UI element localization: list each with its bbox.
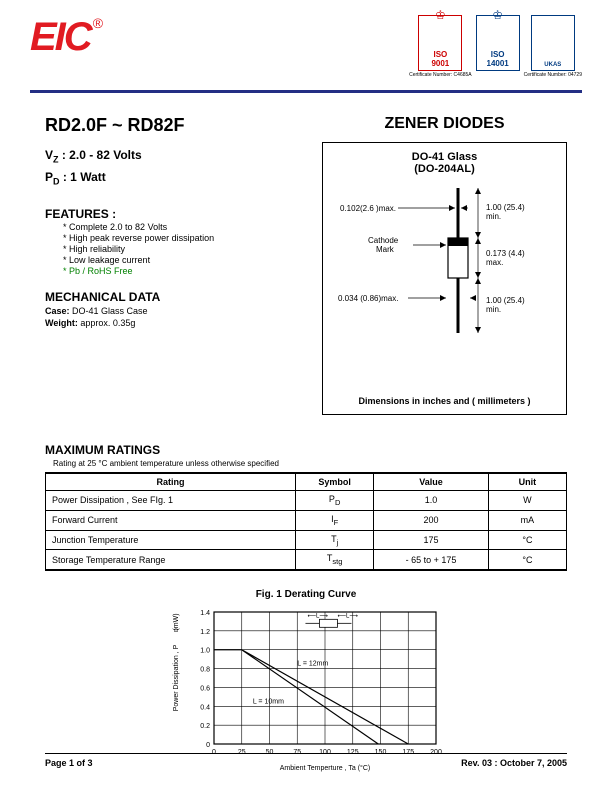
package-subtitle: (DO-204AL) [331, 163, 558, 175]
svg-text:⟵L⟶: ⟵L⟶ [337, 614, 358, 620]
product-type-title: ZENER DIODES [322, 115, 567, 133]
crown-icon: ♔ [492, 8, 503, 22]
package-title: DO-41 Glass [331, 151, 558, 163]
cert-num: 9001 [431, 59, 449, 68]
title-row: RD2.0F ~ RD82F ZENER DIODES [45, 115, 567, 136]
svg-text:min.: min. [486, 305, 501, 314]
dim-body-dia: 0.034 (0.86)max. [338, 294, 398, 303]
dimensions-note: Dimensions in inches and ( millimeters ) [323, 396, 566, 406]
cert-caption: Certificate Number: C4685A [409, 72, 472, 78]
svg-text:Mark: Mark [376, 245, 395, 254]
package-outline-box: DO-41 Glass (DO-204AL) 1.00 (25.4) min. [322, 142, 567, 415]
svg-text:1.2: 1.2 [200, 629, 210, 636]
pd-spec: PD : 1 Watt [45, 170, 295, 186]
max-ratings-sub: Rating at 25 °C ambient temperature unle… [53, 459, 567, 468]
svg-text:Power Dissipation , P: Power Dissipation , P [173, 645, 180, 712]
page-footer: Page 1 of 3 Rev. 03 : October 7, 2005 [45, 753, 567, 768]
vz-spec: VZ : 2.0 - 82 Volts [45, 148, 295, 164]
table-header-row: Rating Symbol Value Unit [46, 473, 567, 491]
right-column: DO-41 Glass (DO-204AL) 1.00 (25.4) min. [322, 142, 567, 415]
table-row: Forward Current IF 200 mA [46, 510, 567, 530]
feature-item: * Complete 2.0 to 82 Volts [63, 222, 295, 232]
crown-icon: ♔ [435, 8, 446, 22]
pd-value: : 1 Watt [60, 170, 106, 184]
left-column: VZ : 2.0 - 82 Volts PD : 1 Watt FEATURES… [45, 142, 295, 415]
svg-text:max.: max. [486, 258, 503, 267]
company-logo: EIC [30, 15, 91, 60]
cathode-label: Cathode [368, 236, 399, 245]
cert-box: ♔ ISO 9001 [418, 15, 462, 71]
package-diagram: 1.00 (25.4) min. 0.173 (4.4) max. 1.00 (… [338, 183, 553, 358]
col-unit: Unit [488, 473, 566, 491]
cert-label: ISO [433, 50, 447, 59]
svg-text:(mW): (mW) [173, 614, 180, 631]
mech-weight: Weight: approx. 0.35g [45, 318, 295, 328]
col-symbol: Symbol [296, 473, 374, 491]
svg-text:0.2: 0.2 [200, 723, 210, 730]
svg-text:0.4: 0.4 [200, 704, 210, 711]
cert-caption: Certificate Number: 04729 [524, 72, 582, 78]
svg-text:L = 10mm: L = 10mm [253, 699, 284, 706]
svg-text:0.6: 0.6 [200, 686, 210, 693]
dim-lead-len2: 1.00 (25.4) [486, 296, 525, 305]
cert-iso14001: ♔ ISO 14001 [476, 15, 520, 78]
cert-label: ISO [491, 50, 505, 59]
max-ratings-header: MAXIMUM RATINGS [45, 443, 567, 457]
registered-mark: ® [93, 15, 103, 31]
col-value: Value [374, 473, 489, 491]
pd-label: P [45, 170, 53, 184]
mech-case: Case: DO-41 Glass Case [45, 306, 295, 316]
dim-lead-dia: 0.102(2.6 )max. [340, 204, 396, 213]
cert-ukas: UKAS Certificate Number: 04729 [524, 15, 582, 78]
col-rating: Rating [46, 473, 296, 491]
features-header: FEATURES : [45, 207, 295, 221]
logo-area: EIC ® [30, 15, 103, 60]
cert-iso9001: ♔ ISO 9001 Certificate Number: C4685A [409, 15, 472, 78]
mechanical-header: MECHANICAL DATA [45, 290, 295, 304]
svg-text:1.4: 1.4 [200, 610, 210, 617]
ratings-table: Rating Symbol Value Unit Power Dissipati… [45, 472, 567, 571]
feature-item-rohs: * Pb / RoHS Free [63, 266, 295, 276]
feature-item: * High reliability [63, 244, 295, 254]
vz-value: : 2.0 - 82 Volts [59, 148, 142, 162]
header-divider [30, 90, 582, 93]
chart-svg: 00.20.40.60.81.01.21.4025507510012515017… [166, 604, 446, 774]
svg-text:L = 12mm: L = 12mm [297, 661, 328, 668]
svg-text:0: 0 [206, 742, 210, 749]
dim-body-len: 0.173 (4.4) [486, 249, 525, 258]
content-area: RD2.0F ~ RD82F ZENER DIODES VZ : 2.0 - 8… [0, 115, 612, 774]
page-header: EIC ® ♔ ISO 9001 Certificate Number: C46… [0, 0, 612, 86]
cert-box: UKAS [531, 15, 575, 71]
cert-num: 14001 [487, 59, 509, 68]
vz-label: V [45, 148, 53, 162]
feature-item: * High peak reverse power dissipation [63, 233, 295, 243]
table-row: Junction Temperature Tj 175 °C [46, 530, 567, 550]
cert-label: UKAS [544, 62, 561, 68]
svg-text:⟵L⟶: ⟵L⟶ [307, 614, 328, 620]
table-row: Power Dissipation , See FIg. 1 PD 1.0 W [46, 491, 567, 511]
derating-chart: 00.20.40.60.81.01.21.4025507510012515017… [45, 604, 567, 774]
main-columns: VZ : 2.0 - 82 Volts PD : 1 Watt FEATURES… [45, 142, 567, 415]
svg-text:0.8: 0.8 [200, 667, 210, 674]
dim-lead-len1: 1.00 (25.4) [486, 203, 525, 212]
svg-text:1.0: 1.0 [200, 648, 210, 655]
feature-item: * Low leakage current [63, 255, 295, 265]
figure-title: Fig. 1 Derating Curve [45, 589, 567, 600]
svg-text:min.: min. [486, 212, 501, 221]
revision-date: Rev. 03 : October 7, 2005 [461, 758, 567, 768]
part-number-title: RD2.0F ~ RD82F [45, 115, 185, 136]
page-number: Page 1 of 3 [45, 758, 93, 768]
table-row: Storage Temperature Range Tstg - 65 to +… [46, 550, 567, 570]
cert-box: ♔ ISO 14001 [476, 15, 520, 71]
certification-badges: ♔ ISO 9001 Certificate Number: C4685A ♔ … [409, 15, 582, 78]
